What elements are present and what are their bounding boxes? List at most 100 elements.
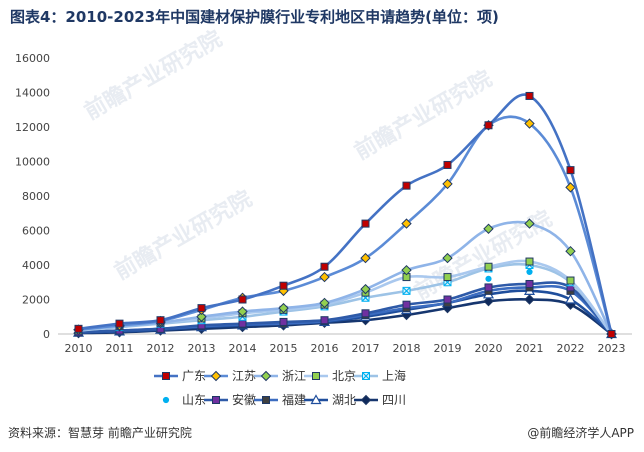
data-point (402, 181, 411, 190)
legend-item: 上海 (354, 368, 406, 383)
data-point (361, 219, 370, 228)
source-note: 资料来源：智慧芽 前瞻产业研究院 (8, 426, 192, 440)
data-point (401, 218, 412, 229)
data-point (565, 245, 576, 257)
x-tick-label: 2018 (393, 342, 421, 355)
x-tick-label: 2012 (147, 342, 175, 355)
data-point (115, 319, 124, 328)
data-point (360, 252, 371, 264)
legend-item: 福建 (254, 392, 306, 407)
legend-marker (210, 370, 222, 382)
data-point (442, 178, 453, 190)
data-point (524, 294, 535, 305)
series-7 (74, 279, 616, 338)
legend-item: 湖北 (304, 392, 356, 407)
y-tick-label: 6000 (22, 225, 50, 238)
legend-item: 四川 (354, 393, 406, 407)
data-point (565, 182, 576, 193)
series-1 (74, 91, 616, 338)
y-tick-label: 16000 (15, 52, 50, 65)
legend-label: 福建 (282, 392, 306, 407)
legend-marker (312, 372, 320, 380)
data-point (361, 309, 370, 318)
x-tick-label: 2014 (229, 342, 257, 355)
x-tick-label: 2021 (516, 342, 544, 355)
legend-label: 湖北 (332, 392, 356, 407)
data-point (566, 166, 575, 175)
data-point (279, 281, 288, 290)
x-tick-label: 2015 (270, 342, 298, 355)
x-tick-label: 2017 (352, 342, 380, 355)
legend-label: 浙江 (282, 369, 306, 383)
data-point (443, 160, 452, 169)
data-point (524, 218, 535, 229)
x-tick-label: 2016 (311, 342, 339, 355)
series-6 (485, 268, 533, 282)
legend-marker (360, 394, 372, 406)
x-tick-label: 2013 (188, 342, 216, 355)
data-point (524, 118, 535, 129)
x-tick-label: 2020 (475, 342, 503, 355)
data-point (402, 286, 411, 295)
legend-marker (310, 394, 322, 405)
data-point (196, 311, 207, 322)
x-tick-label: 2022 (557, 342, 585, 355)
data-point (525, 91, 534, 100)
page-title: 图表4：2010-2023年中国建材保护膜行业专利地区申请趋势(单位：项) (10, 8, 499, 26)
data-point (237, 306, 248, 317)
data-point (401, 264, 412, 276)
data-point (319, 271, 330, 283)
data-point (320, 316, 329, 325)
data-point (197, 304, 206, 313)
data-point (442, 252, 453, 264)
watermark-text: 前瞻产业研究院 (110, 186, 256, 286)
legend-item: 山东 (162, 393, 206, 407)
legend-label: 安徽 (232, 392, 256, 407)
y-axis: 0 2000 4000 6000 8000 10000 12000 14000 16000 (15, 52, 50, 341)
data-point (238, 295, 247, 304)
legend-label: 上海 (382, 368, 406, 383)
data-point (319, 297, 330, 309)
data-point (443, 295, 452, 304)
legend-label: 四川 (382, 393, 406, 407)
legend-marker (362, 372, 370, 380)
series-layer (72, 91, 618, 340)
legend-marker (162, 396, 170, 404)
legend-marker (260, 370, 272, 382)
data-point (484, 121, 493, 130)
data-point (566, 276, 575, 285)
data-point (564, 293, 577, 304)
x-axis: 2010 2011 2012 2013 2014 2015 2016 2017 2018 2019… (58, 333, 632, 355)
legend-item: 浙江 (254, 369, 306, 383)
data-point (156, 316, 165, 325)
legend-item: 广东 (154, 369, 206, 383)
data-point (485, 275, 492, 282)
x-tick-label: 2023 (598, 342, 626, 355)
data-point (483, 296, 494, 307)
data-point (278, 302, 289, 314)
x-tick-label: 2011 (106, 342, 134, 355)
y-tick-label: 10000 (15, 156, 50, 169)
y-tick-label: 0 (43, 328, 50, 341)
watermark-text: 前瞻产业研究院 (350, 66, 496, 166)
data-point (526, 268, 533, 275)
legend-item: 安徽 (204, 392, 256, 407)
y-tick-label: 4000 (22, 259, 50, 272)
legend-marker (162, 372, 170, 380)
data-point (74, 324, 83, 333)
data-point (525, 279, 534, 288)
y-tick-label: 2000 (22, 294, 50, 307)
data-point (484, 262, 493, 271)
legend-item: 北京 (304, 369, 356, 383)
y-tick-label: 14000 (15, 87, 50, 100)
y-tick-label: 8000 (22, 190, 50, 203)
data-point (483, 223, 494, 234)
y-tick-label: 12000 (15, 121, 50, 134)
legend-label: 江苏 (232, 369, 256, 383)
data-point (484, 283, 493, 292)
data-point (279, 317, 288, 326)
x-tick-label: 2019 (434, 342, 462, 355)
data-point (320, 262, 329, 271)
